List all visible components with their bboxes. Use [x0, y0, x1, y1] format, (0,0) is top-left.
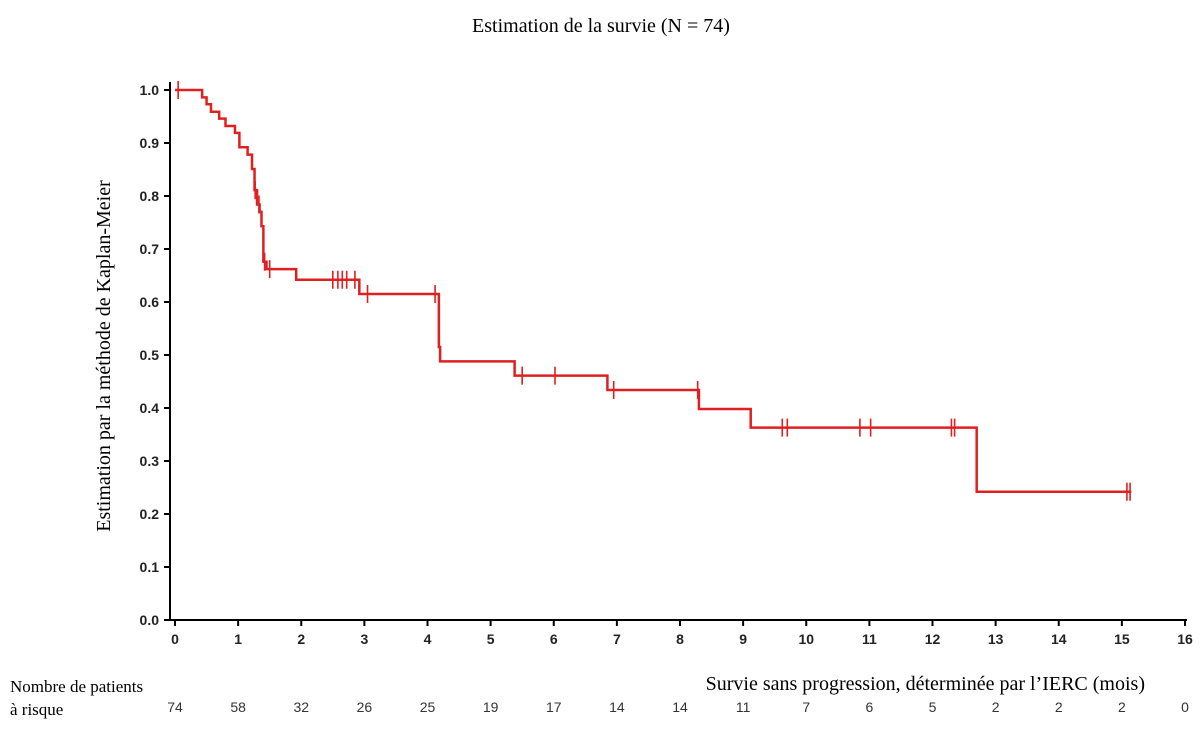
x-tick-label: 9 — [739, 631, 747, 647]
risk-table-title-line2: à risque — [10, 700, 63, 719]
x-tick-label: 14 — [1051, 631, 1067, 647]
y-axis: 0.0 0.1 0.2 0.3 0.4 0.5 0.6 0.7 0.8 0.9 1.0 — [140, 82, 171, 628]
x-tick-label: 11 — [862, 631, 877, 647]
x-tick-label: 0 — [171, 631, 179, 647]
y-tick-label: 0.8 — [140, 188, 160, 204]
risk-count: 0 — [1181, 699, 1189, 715]
x-axis-label: Survie sans progression, déterminée par … — [706, 673, 1145, 695]
risk-count: 26 — [357, 699, 373, 715]
risk-count: 11 — [736, 699, 751, 715]
y-tick-label: 0.1 — [140, 559, 160, 575]
risk-count: 25 — [420, 699, 436, 715]
x-tick-label: 5 — [487, 631, 495, 647]
risk-count: 14 — [609, 699, 625, 715]
y-tick-label: 0.0 — [140, 612, 160, 628]
y-tick-label: 0.7 — [140, 241, 160, 257]
x-tick-label: 1 — [234, 631, 242, 647]
x-tick-label: 8 — [676, 631, 684, 647]
x-tick-label: 15 — [1114, 631, 1130, 647]
risk-count: 58 — [230, 699, 246, 715]
risk-count: 5 — [929, 699, 937, 715]
risk-count: 32 — [293, 699, 309, 715]
risk-count: 7 — [802, 699, 810, 715]
y-axis-label: Estimation par la méthode de Kaplan-Meie… — [93, 180, 115, 532]
x-tick-label: 7 — [613, 631, 621, 647]
y-tick-label: 0.5 — [140, 347, 160, 363]
risk-count: 17 — [546, 699, 562, 715]
censor-marks — [177, 81, 1131, 501]
risk-count: 2 — [992, 699, 1000, 715]
y-tick-label: 0.4 — [140, 400, 160, 416]
survival-curve-line — [175, 88, 1132, 493]
chart-title: Estimation de la survie (N = 74) — [472, 15, 730, 37]
y-tick-label: 0.2 — [140, 506, 160, 522]
risk-table-values: 74 58 32 26 25 19 17 14 14 11 7 6 5 2 2 2 0 — [167, 699, 1189, 715]
x-axis: 0 1 2 3 4 5 6 7 8 9 10 11 12 13 14 15 16 — [170, 619, 1193, 647]
x-tick-label: 4 — [424, 631, 432, 647]
risk-count: 6 — [865, 699, 873, 715]
x-tick-label: 12 — [925, 631, 941, 647]
risk-count: 14 — [672, 699, 688, 715]
x-tick-label: 6 — [550, 631, 558, 647]
risk-count: 2 — [1055, 699, 1063, 715]
x-tick-label: 2 — [297, 631, 305, 647]
risk-count: 2 — [1118, 699, 1126, 715]
risk-count: 19 — [483, 699, 499, 715]
y-tick-label: 0.6 — [140, 294, 160, 310]
x-tick-label: 16 — [1177, 631, 1193, 647]
x-tick-label: 13 — [988, 631, 1004, 647]
y-tick-label: 0.9 — [140, 135, 160, 151]
x-tick-label: 10 — [798, 631, 814, 647]
x-tick-label: 3 — [360, 631, 368, 647]
y-tick-label: 1.0 — [140, 82, 160, 98]
risk-count: 74 — [167, 699, 183, 715]
y-tick-label: 0.3 — [140, 453, 160, 469]
risk-table-title-line1: Nombre de patients — [10, 677, 143, 696]
